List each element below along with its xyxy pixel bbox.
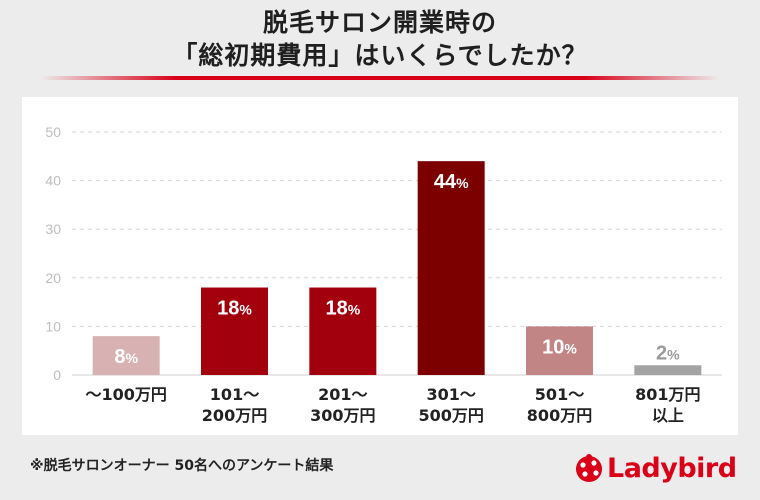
x-category-label: 800万円 <box>527 406 592 425</box>
x-category-label: 801万円 <box>635 385 700 404</box>
bar-value-label: 44% <box>434 171 469 193</box>
y-tick-label: 20 <box>45 270 61 286</box>
bar-value-label: 2% <box>656 342 680 364</box>
chart-panel: 0 10 20 30 40 50 8% 〜100万円 18% 101〜 200万円 18% 201〜 30… <box>22 97 738 435</box>
chart-title-line1: 脱毛サロン開業時の <box>262 8 497 37</box>
bar <box>92 336 160 375</box>
footnote: ※脱毛サロンオーナー 50名へのアンケート結果 <box>30 458 334 474</box>
bar <box>526 326 593 375</box>
title-underline <box>40 76 720 80</box>
y-tick-label: 30 <box>45 221 61 237</box>
bar-value-label: 10% <box>542 336 577 358</box>
bar <box>201 287 268 375</box>
bar-value-label: 18% <box>325 298 360 320</box>
x-category-label: 300万円 <box>310 406 375 425</box>
y-tick-label: 10 <box>45 318 61 334</box>
x-category-label: 201〜 <box>318 385 367 404</box>
brand-name: Ladybird <box>607 452 737 484</box>
brand-logo: Ladybird <box>574 448 737 488</box>
bar <box>417 161 485 375</box>
chart-title: 脱毛サロン開業時の 「総初期費用」はいくらでしたか？ <box>0 6 760 72</box>
x-category-label: 501〜 <box>535 385 584 404</box>
x-category-label: 〜100万円 <box>85 385 166 404</box>
chart-title-line2: 「総初期費用」はいくらでしたか？ <box>172 41 588 70</box>
y-tick-label: 0 <box>53 367 61 383</box>
bar-value-label: 8% <box>114 346 138 368</box>
x-category-label: 101〜 <box>210 385 259 404</box>
x-category-label: 500万円 <box>418 406 483 425</box>
bar-chart: 0 10 20 30 40 50 8% 〜100万円 18% 101〜 200万円 18% 201〜 30… <box>45 124 722 425</box>
x-category-label: 301〜 <box>426 385 475 404</box>
bar <box>309 287 377 375</box>
x-category-label: 以上 <box>652 406 684 425</box>
y-tick-label: 50 <box>45 124 61 140</box>
bar-value-label: 18% <box>217 298 252 320</box>
bar <box>634 365 702 375</box>
y-tick-label: 40 <box>45 173 61 189</box>
ladybug-icon <box>576 454 602 482</box>
x-category-label: 200万円 <box>202 406 267 425</box>
